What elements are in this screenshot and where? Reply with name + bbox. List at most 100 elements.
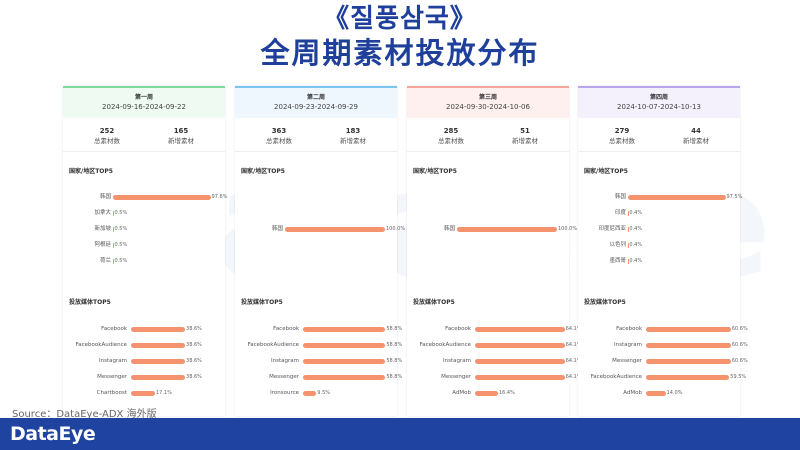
region-row: 印度尼西亚 0.4% [578, 224, 740, 234]
week-card-header: 第三周 2024-09-30-2024-10-06 [407, 86, 569, 118]
media-percent: 60.6% [731, 326, 748, 332]
region-percent: 97.6% [211, 194, 228, 200]
media-percent: 16.4% [498, 390, 515, 396]
media-name: Messenger [97, 374, 127, 380]
media-bar [475, 342, 565, 348]
media-bar [303, 390, 317, 396]
media-section-title: 投放媒体TOP5 [241, 299, 283, 306]
media-name: Facebook [101, 326, 127, 332]
media-name: Ironsource [270, 390, 299, 396]
media-name: Chartboost [96, 390, 127, 396]
region-percent: 0.4% [629, 210, 643, 216]
media-name: FacebookAudience [247, 342, 299, 348]
media-section-title: 投放媒体TOP5 [69, 299, 111, 306]
region-row: 新加坡 0.5% [63, 224, 225, 234]
source-note: Source：DataEye-ADX 海外版 [12, 409, 157, 420]
media-percent: 38.6% [186, 358, 202, 364]
media-bar [475, 326, 565, 332]
region-bar [628, 194, 726, 200]
week-label: 第三周 [478, 94, 497, 101]
region-row: 韩国 100.0% [407, 224, 577, 234]
media-name: Instagram [443, 358, 471, 364]
region-name: 印度尼西亚 [598, 226, 626, 232]
media-name: Facebook [616, 326, 642, 332]
week-card: 第三周 2024-09-30-2024-10-06 285 总素材数 51 新增素材 国家/… [407, 86, 582, 416]
week-card-header: 第二周 2024-09-23-2024-09-29 [235, 86, 397, 118]
new-assets-label: 新增素材 [683, 137, 709, 145]
week-card: 第一周 2024-09-16-2024-09-22 252 总素材数 165 新增素材 国家… [63, 86, 228, 416]
media-name: FacebookAudience [590, 374, 642, 380]
region-name: 以色列 [609, 242, 626, 248]
region-section-title: 国家/地区TOP5 [69, 168, 113, 175]
media-row: AdMob 16.4% [407, 388, 569, 398]
region-name: 新加坡 [94, 226, 111, 232]
total-assets-label: 总素材数 [266, 137, 292, 145]
game-title: 《질풍삼국》 [323, 4, 477, 34]
media-percent: 60.6% [731, 358, 748, 364]
week-card-header: 第四周 2024-10-07-2024-10-13 [578, 86, 740, 118]
media-bar [475, 358, 565, 364]
total-assets-label: 总素材数 [609, 137, 635, 145]
region-name: 印度 [614, 210, 626, 216]
media-row: Chartboost 17.1% [63, 388, 225, 398]
media-row: Facebook 60.6% [578, 324, 748, 334]
media-bar [131, 358, 186, 364]
media-name: AdMob [452, 390, 471, 396]
media-bar [131, 342, 186, 348]
media-bar [475, 374, 565, 380]
region-percent: 0.4% [629, 242, 643, 248]
media-row: Facebook 58.8% [235, 324, 402, 334]
media-name: Instagram [271, 358, 299, 364]
region-bar [457, 226, 557, 232]
media-bar [475, 390, 498, 396]
media-name: Instagram [614, 342, 642, 348]
region-row: 韩国 97.5% [578, 192, 742, 202]
media-percent: 59.5% [730, 374, 747, 380]
region-bar [113, 210, 114, 216]
total-assets-stat: 279 总素材数 [592, 126, 652, 146]
region-section-title: 国家/地区TOP5 [413, 168, 457, 175]
media-row: Ironsource 9.5% [235, 388, 397, 398]
region-row: 荷兰 0.5% [63, 256, 225, 266]
media-name: Instagram [99, 358, 127, 364]
region-bar [113, 242, 114, 248]
media-percent: 64.1% [565, 342, 582, 348]
stats-row: 279 总素材数 44 新增素材 [578, 118, 740, 152]
date-range: 2024-10-07-2024-10-13 [617, 103, 701, 111]
region-row: 阿根廷 0.5% [63, 240, 225, 250]
media-row: Messenger 58.8% [235, 372, 402, 382]
new-assets-label: 新增素材 [512, 137, 538, 145]
media-percent: 64.1% [565, 358, 582, 364]
media-row: AdMob 14.0% [578, 388, 740, 398]
total-assets-label: 总素材数 [438, 137, 464, 145]
media-bar [303, 374, 386, 380]
region-name: 韩国 [271, 226, 283, 232]
slide-title: 《질풍삼국》 全周期素材投放分布 [0, 2, 800, 70]
media-percent: 58.8% [386, 326, 403, 332]
media-percent: 60.6% [731, 342, 748, 348]
region-name: 墨西哥 [609, 258, 626, 264]
total-assets-stat: 285 总素材数 [421, 126, 481, 146]
region-percent: 0.5% [114, 226, 128, 232]
media-percent: 58.8% [386, 342, 403, 348]
media-bar [131, 390, 155, 396]
media-name: Facebook [445, 326, 471, 332]
week-card: 第四周 2024-10-07-2024-10-13 279 总素材数 44 新增素材国家/… [578, 86, 748, 416]
media-name: AdMob [623, 390, 642, 396]
media-name: FacebookAudience [419, 342, 471, 348]
total-assets-value: 363 [271, 127, 287, 135]
region-row: 墨西哥 0.4% [578, 256, 740, 266]
new-assets-value: 44 [691, 127, 701, 135]
region-section-title: 国家/地区TOP5 [584, 168, 628, 175]
media-percent: 17.1% [155, 390, 172, 396]
region-row: 以色列 0.4% [578, 240, 740, 250]
dataeye-logo: DataEye [10, 423, 96, 445]
stats-row: 363 总素材数 183 新增素材 [235, 118, 397, 152]
region-percent: 0.4% [629, 258, 643, 264]
new-assets-value: 165 [173, 127, 189, 135]
media-percent: 38.6% [186, 326, 202, 332]
region-name: 加拿大 [94, 210, 111, 216]
media-name: FacebookAudience [75, 342, 127, 348]
new-assets-label: 新增素材 [340, 137, 366, 145]
total-assets-stat: 363 总素材数 [249, 126, 309, 146]
